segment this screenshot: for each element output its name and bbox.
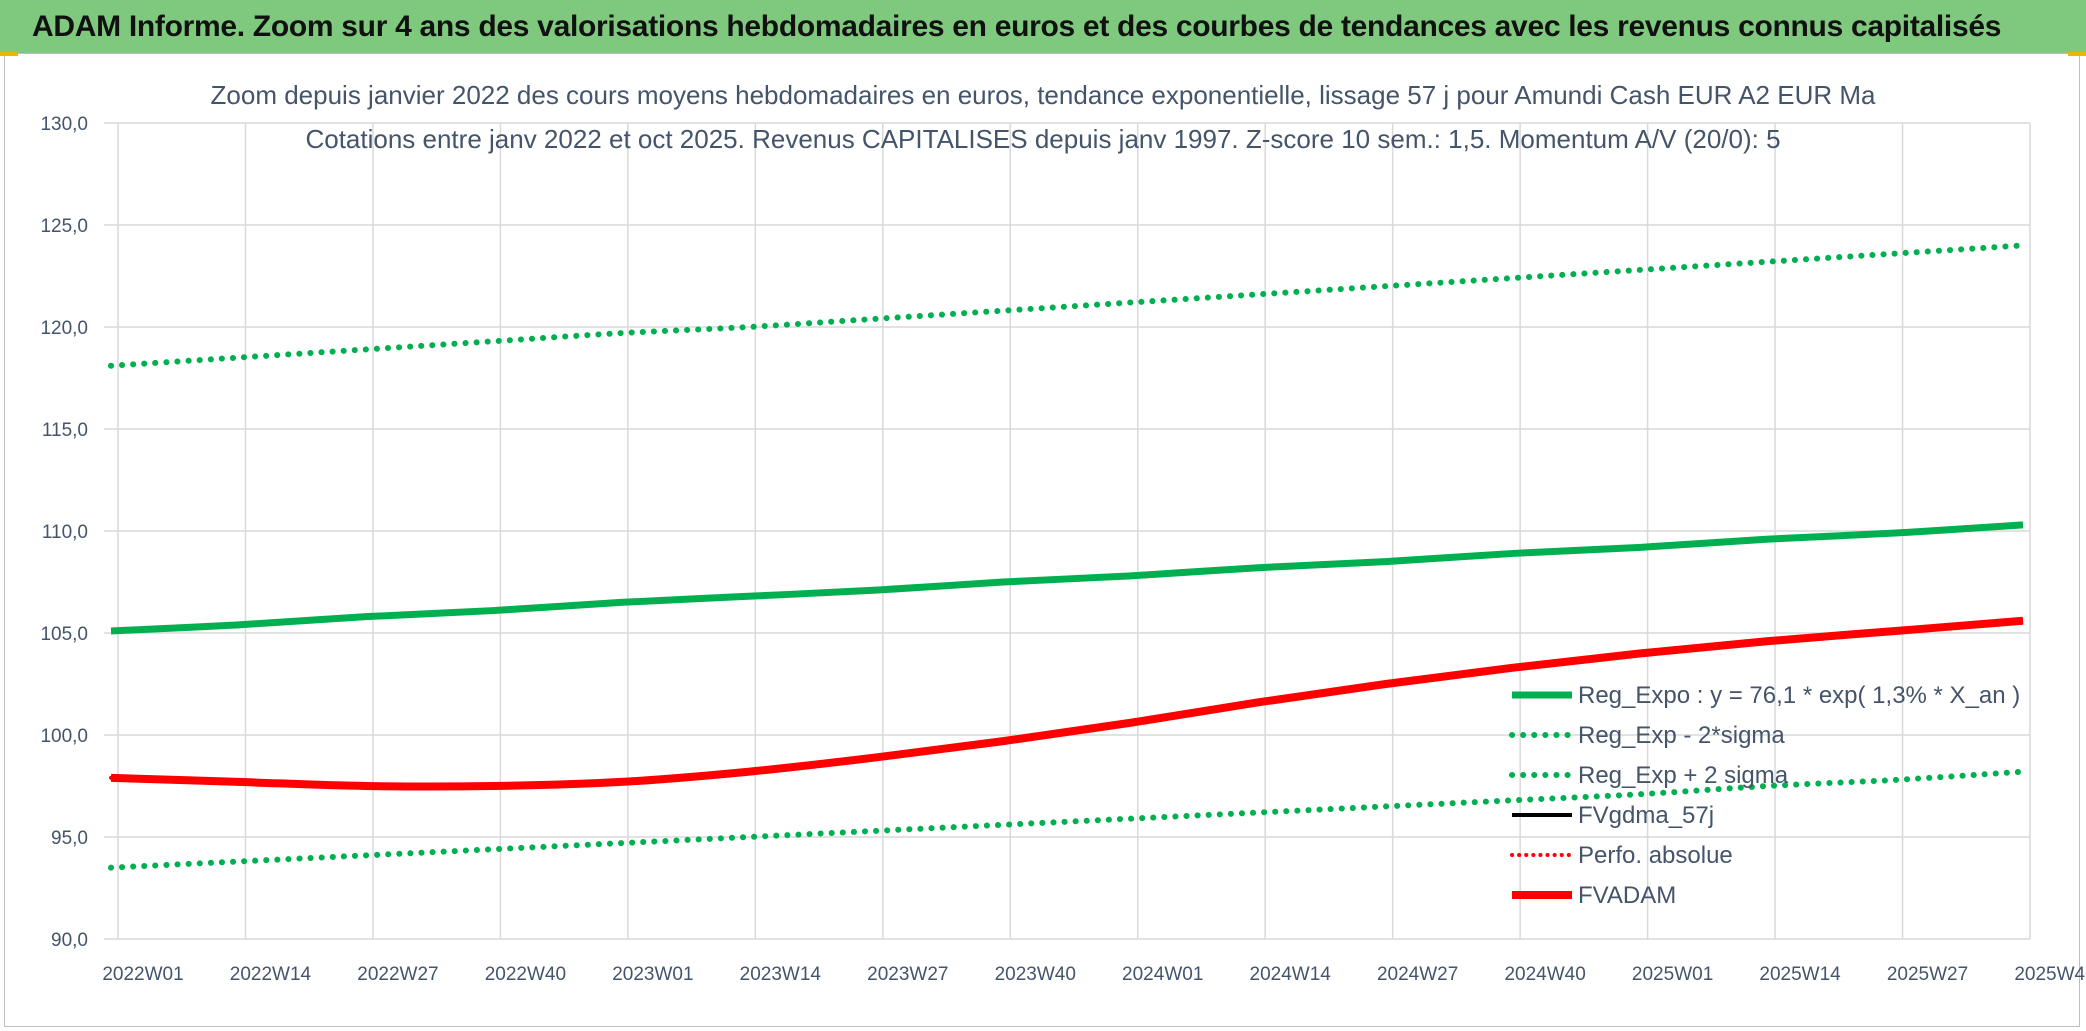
y-axis-ticks: 90,0 95,0 100,0 105,0 110,0 115,0 120,0 125,0 13…	[40, 114, 88, 951]
x-axis-ticks: 2022W01 2022W14 2022W27 2022W40 2023W01 2023W…	[102, 964, 2086, 985]
chart-legend: Reg_Expo : y = 76,1 * exp( 1,3% * X_an )…	[1509, 682, 2020, 909]
y-tick-label: 90,0	[51, 930, 88, 951]
x-tick-label: 2023W14	[740, 964, 822, 985]
y-tick-label: 105,0	[40, 624, 88, 645]
chart-frame	[4, 53, 2080, 1027]
x-tick-label: 2023W01	[612, 964, 693, 985]
x-tick-label: 2022W40	[485, 964, 566, 985]
x-tick-label: 2025W14	[1759, 964, 1841, 985]
y-tick-label: 125,0	[40, 216, 88, 237]
y-tick-label: 100,0	[40, 726, 88, 747]
legend-label: Reg_Exp + 2 sigma	[1578, 762, 1789, 789]
legend-label: Reg_Expo : y = 76,1 * exp( 1,3% * X_an )	[1578, 682, 2020, 709]
y-tick-label: 110,0	[42, 522, 88, 543]
report-banner: ADAM Informe. Zoom sur 4 ans des valoris…	[0, 0, 2086, 53]
x-tick-label: 2025W01	[1632, 964, 1713, 985]
series-line-1	[108, 242, 2026, 369]
frame-corner-marker	[0, 52, 18, 56]
chart-subtitle: Cotations entre janv 2022 et oct 2025. R…	[305, 124, 1781, 154]
legend-label: Perfo. absolue	[1578, 842, 1733, 869]
x-tick-label: 2024W14	[1250, 964, 1332, 985]
x-tick-label: 2024W27	[1377, 964, 1458, 985]
series-line-0	[110, 521, 2024, 635]
x-tick-label: 2022W27	[357, 964, 438, 985]
series-lines	[108, 242, 2026, 871]
banner-title: ADAM Informe. Zoom sur 4 ans des valoris…	[32, 9, 2002, 43]
y-tick-label: 115,0	[42, 420, 88, 441]
y-tick-label: 120,0	[40, 318, 88, 339]
x-tick-label: 2022W01	[102, 964, 183, 985]
grid-lines	[104, 122, 2031, 940]
legend-label: FVgdma_57j	[1578, 802, 1714, 829]
x-tick-label: 2022W14	[230, 964, 312, 985]
x-tick-label: 2023W40	[995, 964, 1076, 985]
x-tick-label: 2024W40	[1504, 964, 1585, 985]
series-line-2	[108, 768, 2026, 871]
x-tick-label: 2024W01	[1122, 964, 1203, 985]
frame-corner-marker	[2068, 52, 2086, 56]
legend-label: Reg_Exp - 2*sigma	[1578, 722, 1785, 749]
x-tick-label: 2023W27	[867, 964, 948, 985]
y-tick-label: 130,0	[40, 114, 88, 135]
series-line-5	[110, 616, 2024, 791]
y-tick-label: 95,0	[51, 828, 88, 849]
x-tick-label: 2025W40	[2014, 964, 2086, 985]
legend-label: FVADAM	[1578, 882, 1676, 909]
x-tick-label: 2025W27	[1887, 964, 1968, 985]
chart-title: Zoom depuis janvier 2022 des cours moyen…	[210, 80, 1876, 110]
